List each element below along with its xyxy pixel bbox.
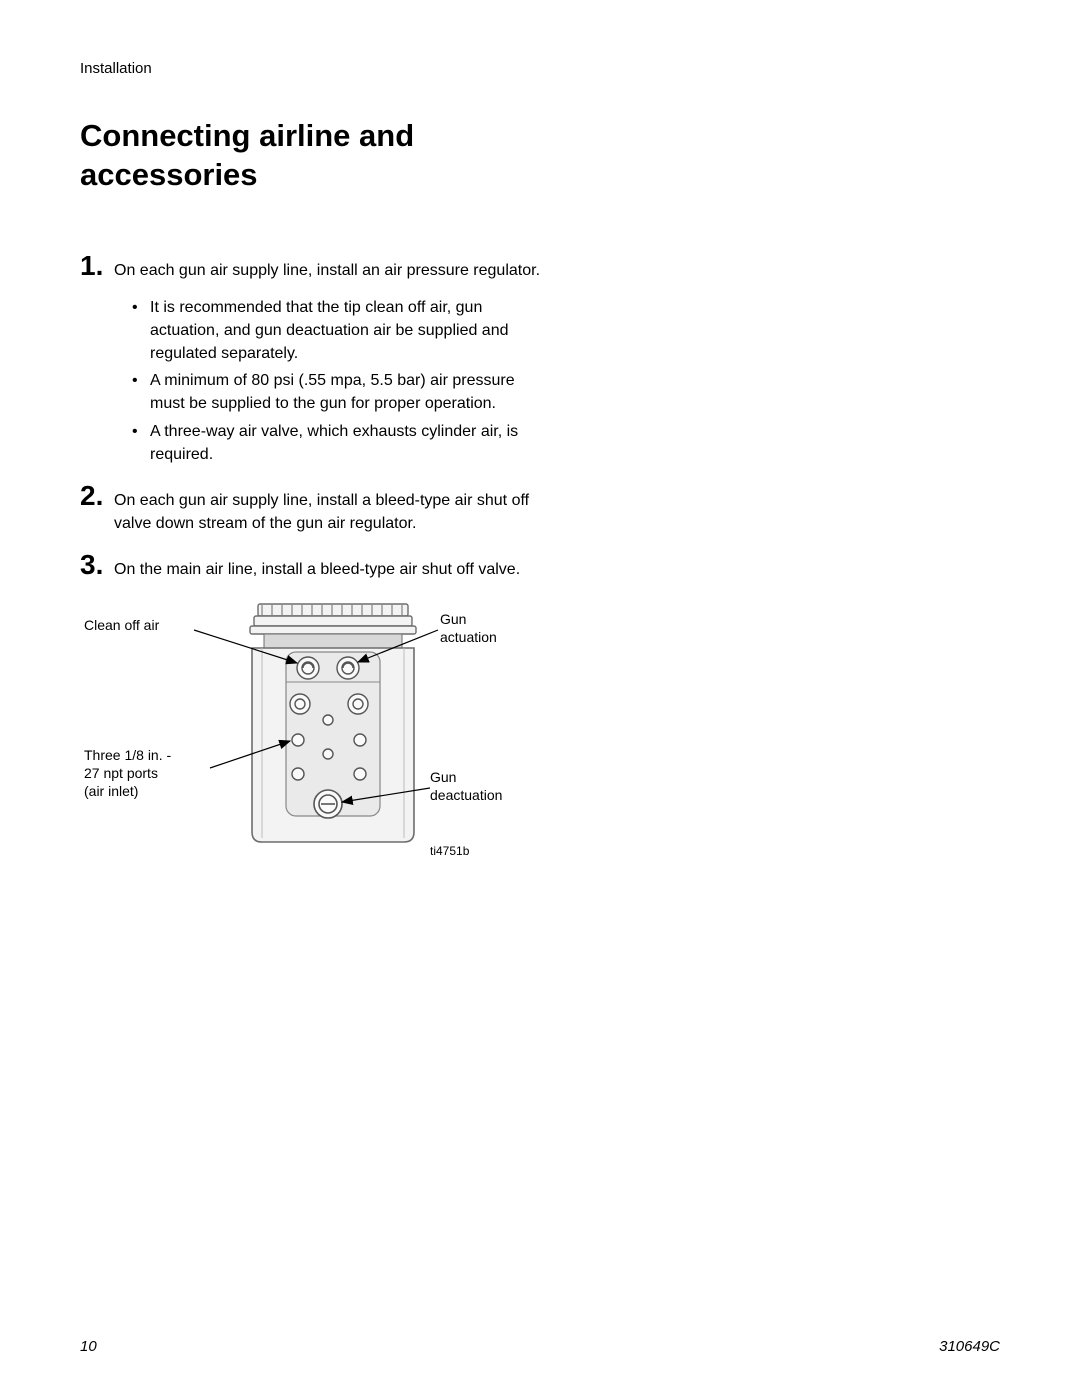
step-text: On each gun air supply line, install a b… <box>114 487 540 535</box>
step-text: On the main air line, install a bleed-ty… <box>114 556 520 581</box>
step-3: 3. On the main air line, install a bleed… <box>80 549 540 581</box>
step-number: 2. <box>80 480 114 512</box>
figure-id: ti4751b <box>430 844 469 858</box>
callout-clean-off-air: Clean off air <box>84 616 159 634</box>
callout-three-ports: Three 1/8 in. - 27 npt ports (air inlet) <box>84 746 171 801</box>
section-label: Installation <box>80 60 1000 77</box>
bullet-item: It is recommended that the tip clean off… <box>132 296 540 366</box>
step-number: 1. <box>80 250 114 282</box>
page-footer: 10 310649C <box>80 1338 1000 1355</box>
bullet-item: A minimum of 80 psi (.55 mpa, 5.5 bar) a… <box>132 369 540 415</box>
step-1: 1. On each gun air supply line, install … <box>80 250 540 282</box>
bullet-item: A three-way air valve, which exhausts cy… <box>132 420 540 466</box>
page-heading: Connecting airline and accessories <box>80 117 500 195</box>
callout-gun-deactuation: Gun deactuation <box>430 768 502 804</box>
step-number: 3. <box>80 549 114 581</box>
step-text: On each gun air supply line, install an … <box>114 257 540 282</box>
step-2: 2. On each gun air supply line, install … <box>80 480 540 535</box>
callout-gun-actuation: Gun actuation <box>440 610 497 646</box>
doc-code: 310649C <box>939 1338 1000 1355</box>
step-1-bullets: It is recommended that the tip clean off… <box>132 296 540 466</box>
page-number: 10 <box>80 1338 97 1355</box>
content-column: 1. On each gun air supply line, install … <box>80 250 540 876</box>
figure: Clean off air Gun actuation Three 1/8 in… <box>90 596 550 876</box>
